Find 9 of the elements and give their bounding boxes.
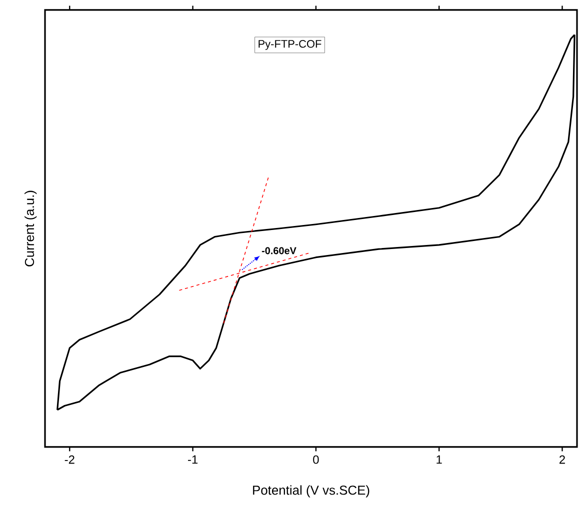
x-tick-label: 0 [313,455,319,464]
x-tick-label: -2 [64,455,74,464]
annotation: Py-FTP-COF [258,40,322,50]
x-axis-title: Potential (V vs.SCE) [253,485,370,498]
y-axis-title: Current (a.u.) [24,190,37,266]
x-tick-label: 2 [560,455,565,464]
annotation: -0.60eV [262,247,296,254]
x-tick-label: -1 [188,455,198,464]
x-tick-label: 1 [436,455,442,464]
